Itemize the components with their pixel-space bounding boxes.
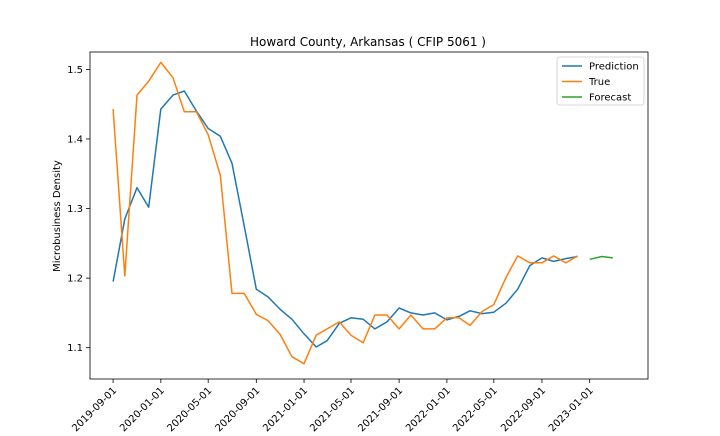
- plot-area: [112, 61, 613, 365]
- series-line-prediction: [112, 90, 578, 348]
- legend-label-forecast: Forecast: [589, 93, 631, 104]
- legend-label-true: True: [588, 77, 610, 88]
- plot-frame: [89, 51, 649, 380]
- series-line-true: [112, 61, 578, 365]
- y-tick-label: 1.4: [67, 134, 83, 145]
- y-tick-label: 1.1: [67, 343, 83, 354]
- y-tick-label: 1.5: [67, 65, 83, 76]
- legend-box: [556, 56, 645, 106]
- series-line-forecast: [589, 255, 613, 261]
- y-tick-label: 1.3: [67, 204, 83, 215]
- y-axis-label: Microbusiness Density: [52, 160, 63, 272]
- y-tick-label: 1.2: [67, 274, 83, 285]
- legend-label-prediction: Prediction: [589, 62, 639, 73]
- legend: Prediction True Forecast: [556, 56, 645, 106]
- chart-title: Howard County, Arkansas ( CFIP 5061 ): [250, 35, 486, 49]
